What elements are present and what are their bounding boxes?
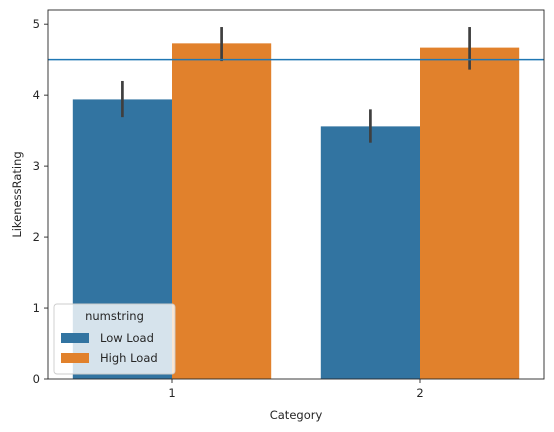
plot-frame bbox=[47, 9, 545, 380]
x-tick-label: 2 bbox=[416, 386, 423, 400]
legend-label-high-load: High Load bbox=[100, 351, 158, 365]
bar-high-load-cat-1 bbox=[172, 43, 272, 379]
legend-label-low-load: Low Load bbox=[100, 331, 154, 345]
bar-high-load-cat-2 bbox=[420, 47, 520, 379]
legend-title: numstring bbox=[85, 309, 144, 323]
legend: numstring Low Load High Load bbox=[53, 303, 176, 375]
y-tick-label: 2 bbox=[33, 230, 40, 244]
bar-low-load-cat-2 bbox=[320, 126, 420, 379]
legend-swatch-low-load bbox=[61, 333, 89, 343]
bars-layer bbox=[72, 43, 520, 380]
errorbars-layer bbox=[121, 27, 471, 143]
y-axis-title: LikenessRating bbox=[10, 151, 24, 237]
y-tick-label: 0 bbox=[33, 372, 40, 386]
legend-swatch-high-load bbox=[61, 353, 89, 363]
y-tick-label: 3 bbox=[33, 159, 40, 173]
x-axis-title: Category bbox=[270, 408, 323, 422]
y-axis: 0 1 2 3 4 5 bbox=[33, 17, 48, 386]
y-tick-label: 1 bbox=[33, 301, 40, 315]
y-tick-label: 4 bbox=[33, 88, 40, 102]
x-tick-label: 1 bbox=[168, 386, 175, 400]
y-tick-label: 5 bbox=[33, 17, 40, 31]
